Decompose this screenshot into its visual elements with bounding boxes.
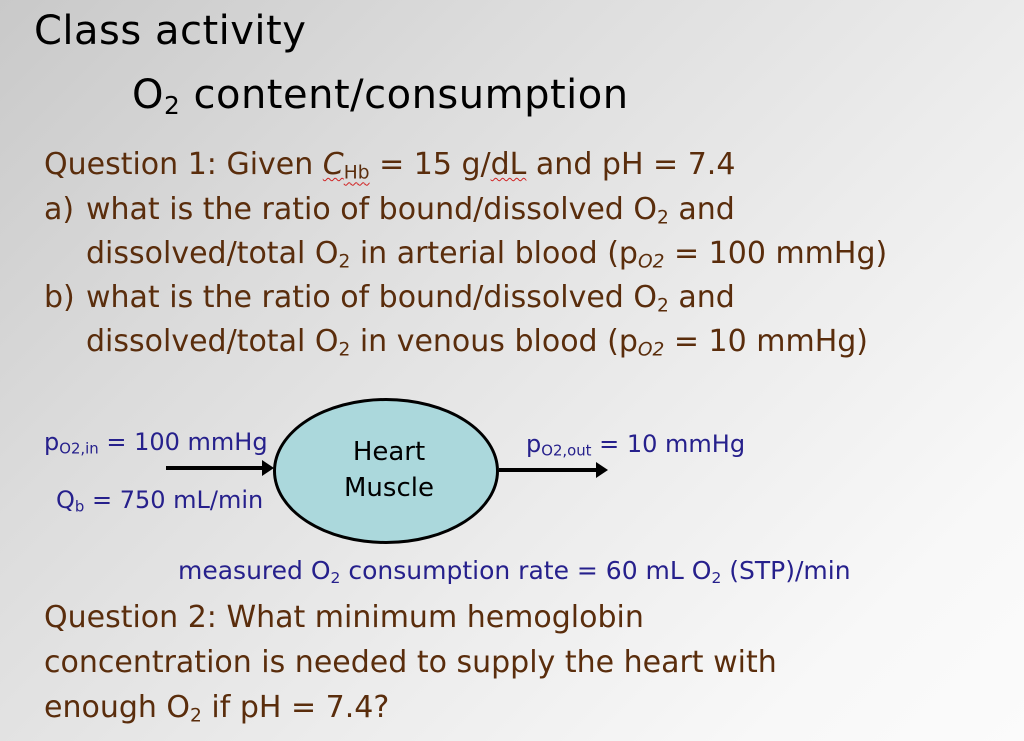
outlet-p: p (526, 430, 542, 458)
consumption-mid: consumption rate = 60 mL O (340, 556, 712, 585)
question2-line1: Question 2: What minimum hemoglobin (44, 600, 644, 635)
question1-header: Question 1: Given CHb = 15 g/dL and pH =… (44, 147, 735, 182)
q1a-line2-text: dissolved/total O (86, 236, 339, 271)
q1a-line1-text: what is the ratio of bound/dissolved O (86, 192, 657, 227)
consumption-suffix: (STP)/min (721, 556, 851, 585)
q1a-line1: what is the ratio of bound/dissolved O2 … (86, 192, 735, 227)
title-rest: content/consumption (180, 72, 629, 118)
q1b-line1-suffix: and (668, 280, 735, 315)
unit-dl: dL (490, 147, 527, 182)
q1b-line1-text: what is the ratio of bound/dissolved O (86, 280, 657, 315)
q1b-marker: b) (44, 280, 75, 315)
q1b-line1-sub: 2 (656, 295, 669, 317)
inlet-p: p (44, 428, 60, 456)
q1b-line2-mid: in venous blood (p (350, 324, 638, 359)
consumption-prefix: measured O (178, 556, 331, 585)
q1b-line2: dissolved/total O2 in venous blood (pO2 … (86, 324, 868, 359)
outlet-p-value: = 10 mmHg (591, 430, 746, 458)
inlet-po2-label: pO2,in = 100 mmHg (44, 428, 268, 456)
outlet-p-sub: O2,out (541, 441, 592, 460)
inlet-q: Q (56, 486, 75, 514)
q1b-line1: what is the ratio of bound/dissolved O2 … (86, 280, 735, 315)
q1a-line2: dissolved/total O2 in arterial blood (pO… (86, 236, 887, 271)
q1a-marker: a) (44, 192, 75, 227)
q1a-line2-suffix: = 100 mmHg) (664, 236, 888, 271)
question2-line3: enough O2 if pH = 7.4? (44, 690, 389, 725)
given-word: Given (226, 147, 323, 182)
question2-line2: concentration is needed to supply the he… (44, 645, 777, 680)
inlet-arrow-icon (166, 460, 274, 476)
outlet-po2-label: pO2,out = 10 mmHg (526, 430, 745, 458)
q1b-line2-suffix: = 10 mmHg) (664, 324, 869, 359)
inlet-q-sub: b (74, 497, 85, 516)
consumption-sub2: 2 (711, 568, 722, 587)
q1b-line2-sub: 2 (338, 339, 351, 361)
slide-title-line1: Class activity (34, 8, 307, 54)
consumption-sub: 2 (330, 568, 341, 587)
q1b-line2-po2-sub: O2 (637, 339, 665, 361)
node-line1: Heart (352, 437, 426, 467)
heart-muscle-node (273, 398, 499, 544)
chb-value: = 15 g/ (369, 147, 491, 182)
inlet-flow-label: Qb = 750 mL/min (56, 486, 263, 514)
chb-symbol: C (322, 147, 344, 182)
q2-line3-text: enough O (44, 690, 191, 725)
question1-label: Question 1: (44, 147, 227, 182)
q1a-line2-mid: in arterial blood (p (350, 236, 638, 271)
q1a-line2-po2-sub: O2 (637, 251, 665, 273)
slide-title-line2: O2 content/consumption (132, 72, 629, 118)
chb-subscript: Hb (343, 162, 370, 184)
ph-condition: and pH = 7.4 (526, 147, 736, 182)
inlet-p-sub: O2,in (59, 439, 99, 458)
title-o: O (132, 72, 164, 118)
title-sub: 2 (163, 91, 181, 121)
q1a-line1-sub: 2 (656, 207, 669, 229)
q1b-line2-text: dissolved/total O (86, 324, 339, 359)
node-line2: Muscle (344, 473, 434, 503)
outlet-arrow-icon (499, 462, 608, 478)
inlet-p-value: = 100 mmHg (98, 428, 268, 456)
heart-muscle-label: Heart Muscle (273, 434, 505, 506)
consumption-rate-label: measured O2 consumption rate = 60 mL O2 … (178, 556, 851, 587)
inlet-q-value: = 750 mL/min (84, 486, 264, 514)
q1a-line2-sub: 2 (338, 251, 351, 273)
q1a-line1-suffix: and (668, 192, 735, 227)
q2-line3-suffix: if pH = 7.4? (201, 690, 390, 725)
q2-line3-sub: 2 (190, 705, 202, 727)
